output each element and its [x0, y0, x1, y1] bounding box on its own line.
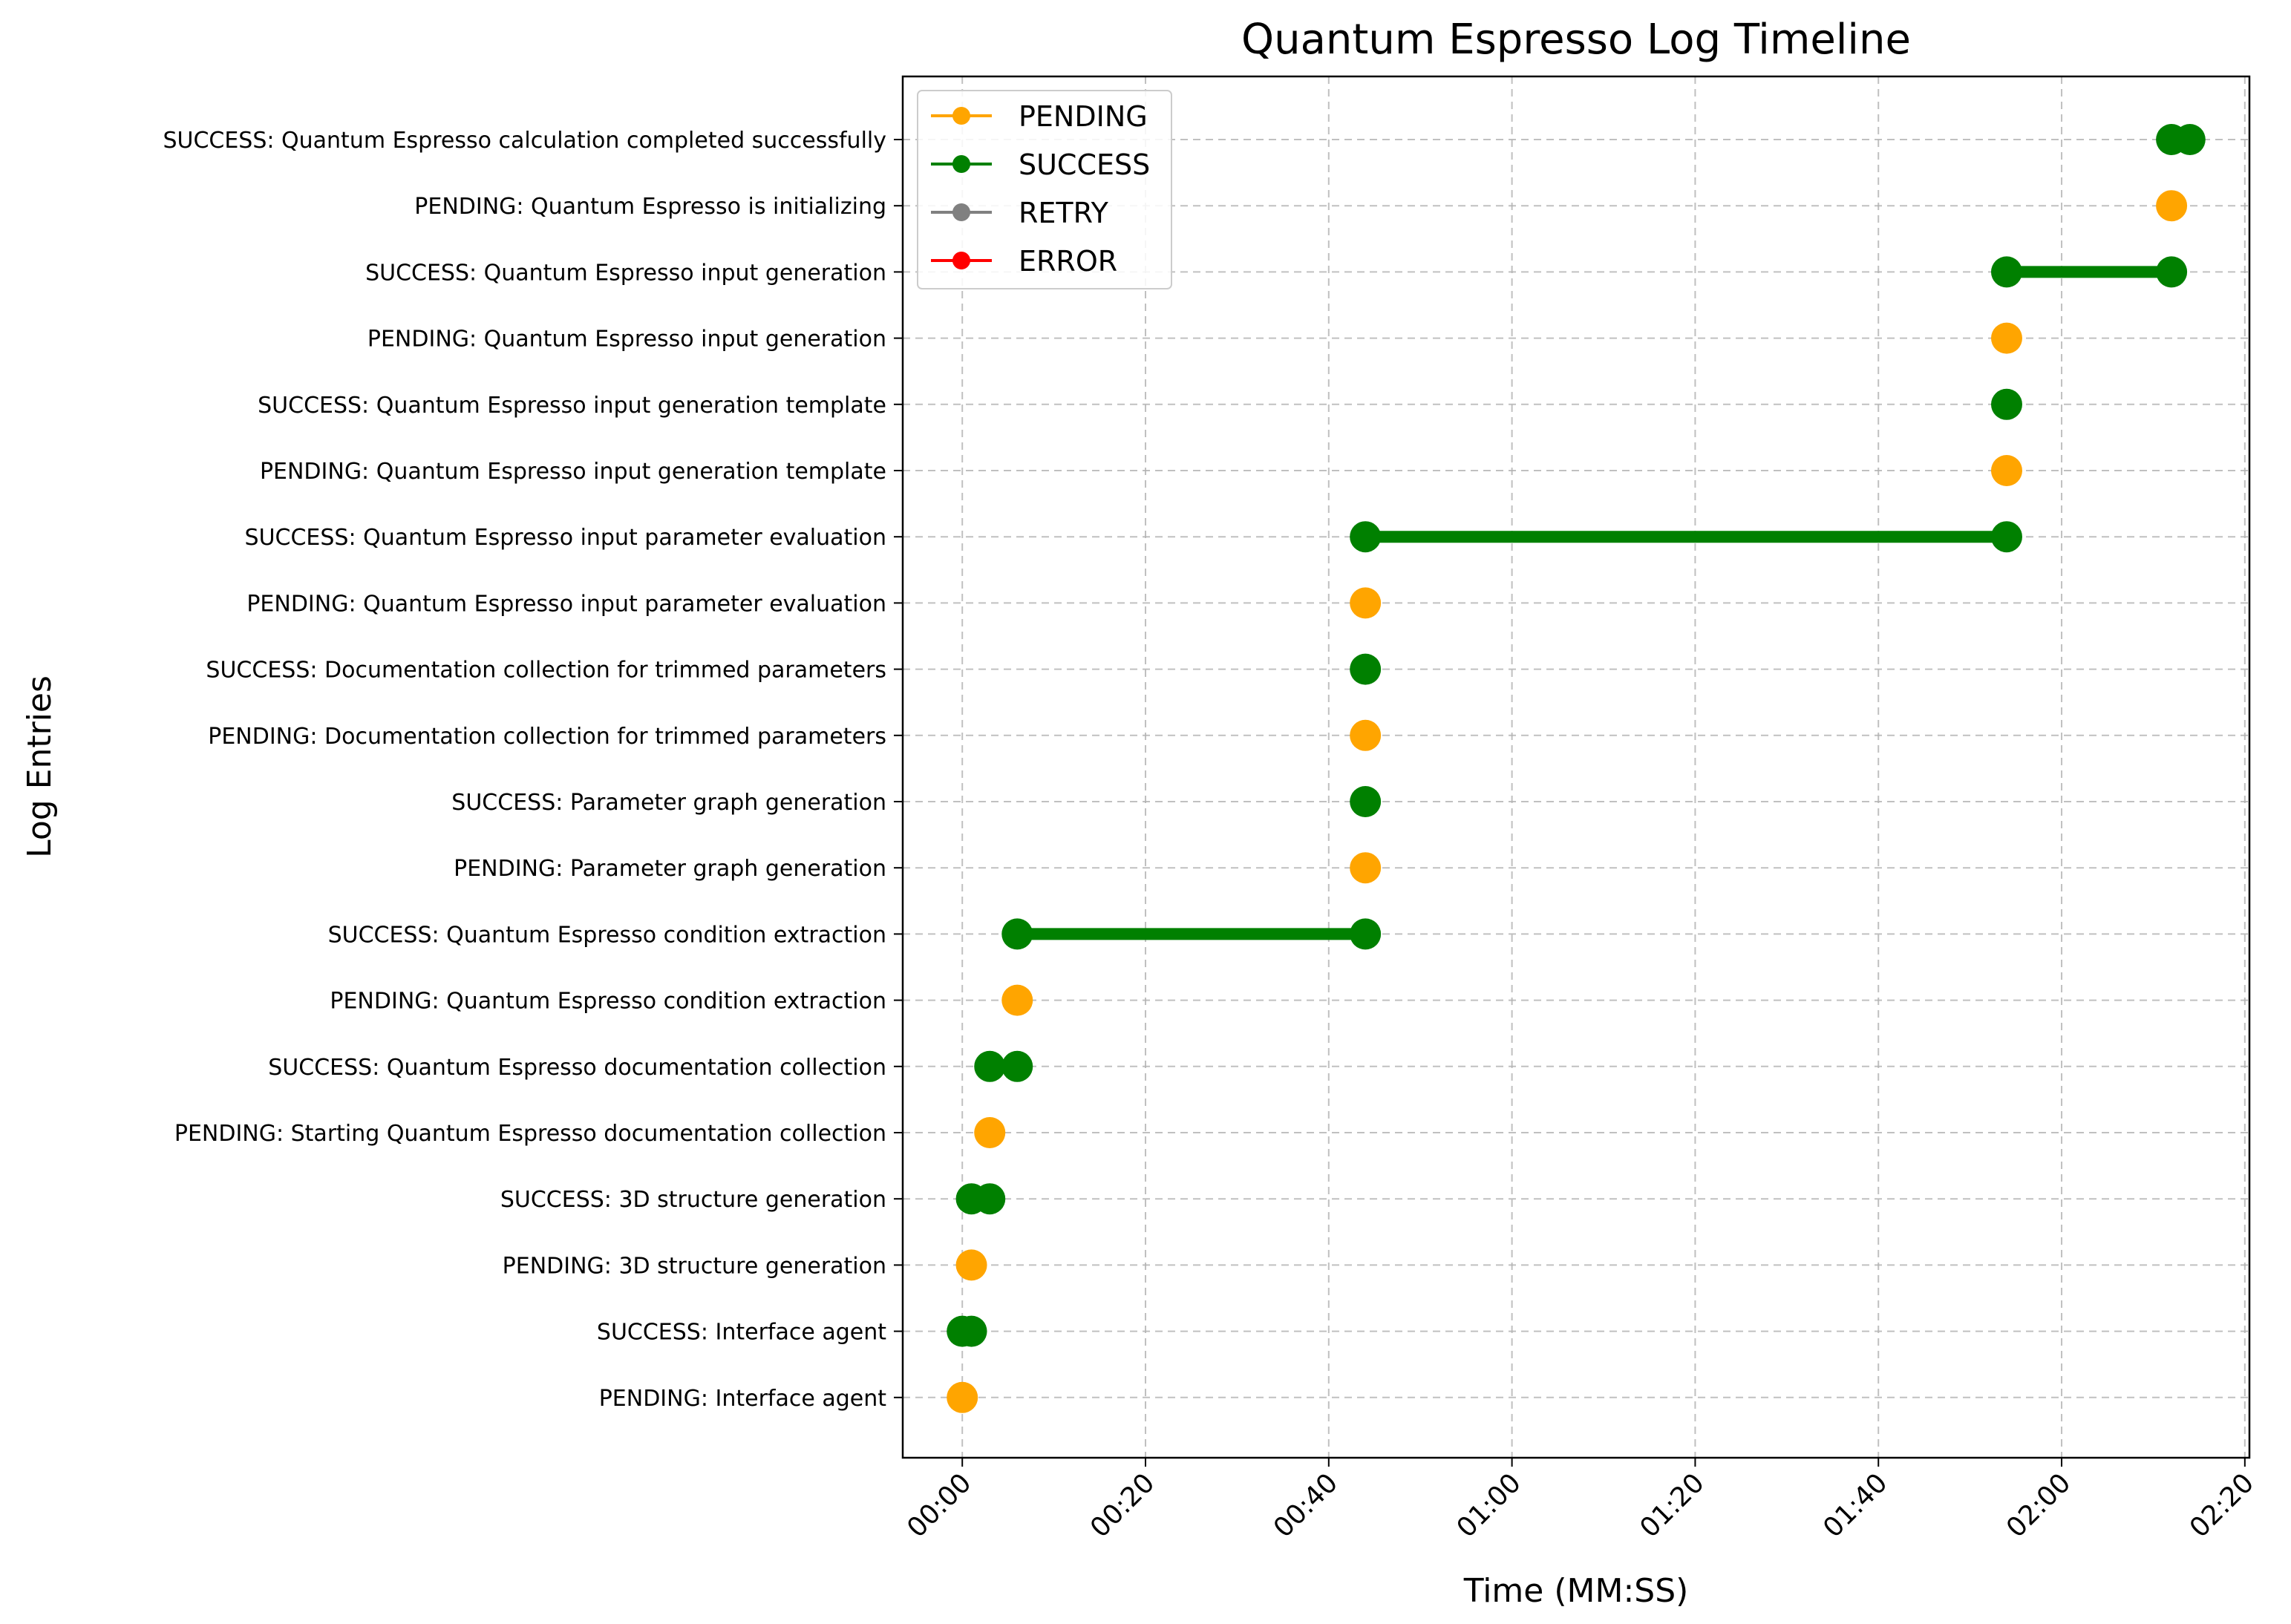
y-tick-label: SUCCESS: Quantum Espresso calculation co…	[163, 128, 886, 154]
legend-marker	[952, 203, 970, 221]
y-tick-label: PENDING: Quantum Espresso input paramete…	[246, 591, 886, 617]
plot-frame	[901, 75, 2251, 1459]
y-tick-label: SUCCESS: Quantum Espresso documentation …	[268, 1055, 886, 1081]
legend: PENDING SUCCESS RETRY ERROR	[917, 90, 1172, 289]
y-tick-label: PENDING: Documentation collection for tr…	[208, 724, 886, 750]
x-ticks: 00:00 00:20 00:40 01:00 01:20 01:40 02:00 02:20	[901, 1458, 2260, 1544]
timeline-point	[1990, 521, 2022, 553]
timeline-point	[1350, 719, 1382, 751]
timeline-point	[947, 1381, 978, 1413]
timeline-point	[955, 1249, 987, 1281]
x-tick-label: 02:00	[2001, 1467, 2076, 1543]
y-tick-label: PENDING: Parameter graph generation	[454, 856, 886, 882]
timeline-point	[1990, 388, 2022, 420]
legend-marker	[952, 155, 970, 173]
timeline-point	[1990, 455, 2022, 486]
x-tick-label: 01:40	[1817, 1467, 1893, 1543]
y-axis-label: Log Entries	[21, 675, 59, 858]
legend-label: ERROR	[1019, 245, 1117, 278]
timeline-point	[1990, 256, 2022, 288]
y-tick-label: PENDING: 3D structure generation	[503, 1253, 886, 1279]
y-tick-label: SUCCESS: Quantum Espresso input paramete…	[245, 525, 886, 551]
x-tick-label: 00:40	[1268, 1467, 1344, 1543]
legend-label: PENDING	[1019, 100, 1148, 133]
timeline-point	[1990, 322, 2022, 354]
timeline-point	[2174, 124, 2206, 155]
y-tick-label: PENDING: Quantum Espresso condition extr…	[330, 989, 886, 1015]
legend-marker	[952, 252, 970, 269]
y-tick-label: SUCCESS: Quantum Espresso condition extr…	[328, 922, 886, 948]
legend-marker	[952, 107, 970, 125]
legend-box	[917, 90, 1172, 289]
y-tick-label: SUCCESS: Quantum Espresso input generati…	[365, 260, 886, 286]
timeline-point	[1350, 786, 1382, 817]
timeline-point	[1350, 521, 1382, 553]
x-tick-label: 02:20	[2184, 1467, 2260, 1543]
y-tick-label: SUCCESS: Quantum Espresso input generati…	[258, 393, 886, 419]
legend-label: SUCCESS	[1019, 148, 1150, 181]
y-tick-label: PENDING: Quantum Espresso is initializin…	[414, 194, 886, 220]
timeline-point	[974, 1183, 1006, 1215]
x-axis-label: Time (MM:SS)	[1463, 1572, 1689, 1610]
y-tick-label: SUCCESS: 3D structure generation	[500, 1187, 886, 1213]
y-tick-label: SUCCESS: Documentation collection for tr…	[206, 658, 886, 684]
x-tick-label: 00:00	[901, 1467, 977, 1543]
timeline-point	[1001, 984, 1033, 1016]
series-layer	[947, 124, 2206, 1413]
y-tick-label: SUCCESS: Parameter graph generation	[451, 790, 886, 816]
timeline-point	[955, 1315, 987, 1347]
timeline-point	[2156, 256, 2188, 288]
timeline-point	[1350, 587, 1382, 619]
timeline-point	[2156, 190, 2188, 222]
x-tick-label: 01:00	[1451, 1467, 1527, 1543]
legend-label: RETRY	[1019, 197, 1109, 229]
timeline-point	[1350, 918, 1382, 950]
timeline-point	[1350, 653, 1382, 685]
timeline-point	[974, 1117, 1006, 1148]
y-tick-label: PENDING: Quantum Espresso input generati…	[260, 459, 886, 485]
y-tick-label: PENDING: Interface agent	[599, 1386, 887, 1412]
y-tick-label: PENDING: Starting Quantum Espresso docum…	[174, 1121, 886, 1147]
y-tick-label: PENDING: Quantum Espresso input generati…	[367, 327, 886, 353]
timeline-point	[1001, 1050, 1033, 1082]
y-ticks: PENDING: Interface agent SUCCESS: Interfa…	[163, 128, 903, 1412]
timeline-point	[1001, 918, 1033, 950]
x-tick-label: 00:20	[1085, 1467, 1160, 1543]
x-tick-label: 01:20	[1634, 1467, 1710, 1543]
y-tick-label: SUCCESS: Interface agent	[597, 1320, 886, 1346]
timeline-point	[974, 1050, 1006, 1082]
chart-title: Quantum Espresso Log Timeline	[1241, 16, 1911, 64]
timeline-point	[1350, 852, 1382, 884]
